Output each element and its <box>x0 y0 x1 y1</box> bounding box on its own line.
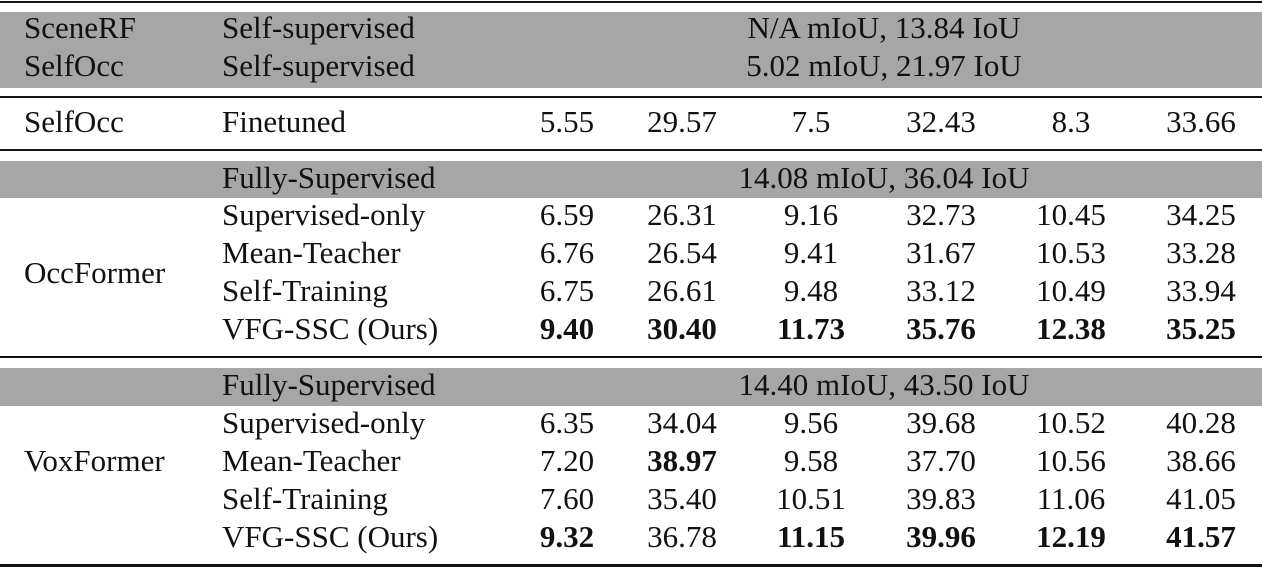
value-cell: 40.28 <box>1166 405 1236 440</box>
value-cell: 9.56 <box>783 405 839 440</box>
setting-cell: VFG-SSC (Ours) <box>222 311 439 346</box>
value-cell: 9.58 <box>783 443 839 478</box>
value-cell: 11.06 <box>1036 481 1106 516</box>
rule-after-finetuned <box>0 149 1262 151</box>
value-cell-best: 41.57 <box>1166 519 1236 554</box>
bottom-rule <box>0 564 1262 567</box>
value-cell: 10.56 <box>1036 443 1106 478</box>
value-cell: 10.51 <box>776 481 846 516</box>
value-cell: 7.20 <box>539 443 595 478</box>
value-cell: 7.5 <box>791 104 831 139</box>
setting-cell: Self-supervised <box>222 10 415 45</box>
voxformer-fully-supervised-band <box>0 368 1262 406</box>
fully-supervised-label: Fully-Supervised <box>222 367 436 402</box>
value-cell-best: 11.73 <box>776 311 846 346</box>
occformer-fully-supervised-band <box>0 161 1262 198</box>
value-cell-best: 39.96 <box>906 519 976 554</box>
fully-supervised-summary: 14.40 mIoU, 43.50 IoU <box>738 367 1030 402</box>
value-cell: 29.57 <box>647 104 717 139</box>
value-cell: 39.83 <box>906 481 976 516</box>
rule-after-self-supervised <box>0 96 1262 98</box>
value-cell: 10.49 <box>1036 273 1106 308</box>
rule-after-occformer <box>0 356 1262 358</box>
setting-cell: Mean-Teacher <box>222 235 401 270</box>
value-cell: 37.70 <box>906 443 976 478</box>
setting-cell: VFG-SSC (Ours) <box>222 519 439 554</box>
value-cell: 32.43 <box>906 104 976 139</box>
value-cell-best: 9.40 <box>539 311 595 346</box>
value-cell: 39.68 <box>906 405 976 440</box>
value-cell: 6.59 <box>539 197 595 232</box>
value-cell: 41.05 <box>1166 481 1236 516</box>
value-cell: 26.31 <box>647 197 717 232</box>
setting-cell: Supervised-only <box>222 405 426 440</box>
value-cell: 9.41 <box>783 235 839 270</box>
setting-cell: Supervised-only <box>222 197 426 232</box>
value-cell: 35.40 <box>647 481 717 516</box>
value-cell: 7.60 <box>539 481 595 516</box>
value-cell-best: 12.19 <box>1036 519 1106 554</box>
value-cell: 33.12 <box>906 273 976 308</box>
value-cell: 32.73 <box>906 197 976 232</box>
value-cell: 8.3 <box>1051 104 1091 139</box>
value-cell: 38.66 <box>1166 443 1236 478</box>
value-cell: 5.55 <box>539 104 595 139</box>
setting-cell: Finetuned <box>222 104 346 139</box>
top-rule <box>0 1 1262 3</box>
method-cell: SelfOcc <box>24 104 124 139</box>
value-cell-best: 11.15 <box>776 519 846 554</box>
value-cell: 36.78 <box>647 519 717 554</box>
value-cell: 10.53 <box>1036 235 1106 270</box>
setting-cell: Self-Training <box>222 273 388 308</box>
value-cell: 6.75 <box>539 273 595 308</box>
setting-cell: Self-Training <box>222 481 388 516</box>
value-cell-best: 9.32 <box>539 519 595 554</box>
value-cell-best: 12.38 <box>1036 311 1106 346</box>
value-cell-best: 38.97 <box>647 443 717 478</box>
fully-supervised-summary: 14.08 mIoU, 36.04 IoU <box>738 160 1030 195</box>
value-cell: 10.45 <box>1036 197 1106 232</box>
method-cell: SceneRF <box>24 10 136 45</box>
summary-cell: 5.02 mIoU, 21.97 IoU <box>746 48 1022 83</box>
value-cell: 33.28 <box>1166 235 1236 270</box>
method-cell: VoxFormer <box>24 443 165 478</box>
value-cell: 34.04 <box>647 405 717 440</box>
value-cell: 31.67 <box>906 235 976 270</box>
value-cell: 33.94 <box>1166 273 1236 308</box>
fully-supervised-label: Fully-Supervised <box>222 160 436 195</box>
setting-cell: Self-supervised <box>222 48 415 83</box>
value-cell: 9.16 <box>783 197 839 232</box>
value-cell: 9.48 <box>783 273 839 308</box>
value-cell: 26.61 <box>647 273 717 308</box>
method-cell: SelfOcc <box>24 48 124 83</box>
self-supervised-band <box>0 12 1262 88</box>
method-cell: OccFormer <box>24 255 166 290</box>
value-cell: 6.76 <box>539 235 595 270</box>
value-cell-best: 35.25 <box>1166 311 1236 346</box>
value-cell: 26.54 <box>647 235 717 270</box>
value-cell-best: 30.40 <box>647 311 717 346</box>
summary-cell: N/A mIoU, 13.84 IoU <box>747 10 1021 45</box>
value-cell: 10.52 <box>1036 405 1106 440</box>
setting-cell: Mean-Teacher <box>222 443 401 478</box>
value-cell: 6.35 <box>539 405 595 440</box>
value-cell-best: 35.76 <box>906 311 976 346</box>
value-cell: 33.66 <box>1166 104 1236 139</box>
value-cell: 34.25 <box>1166 197 1236 232</box>
